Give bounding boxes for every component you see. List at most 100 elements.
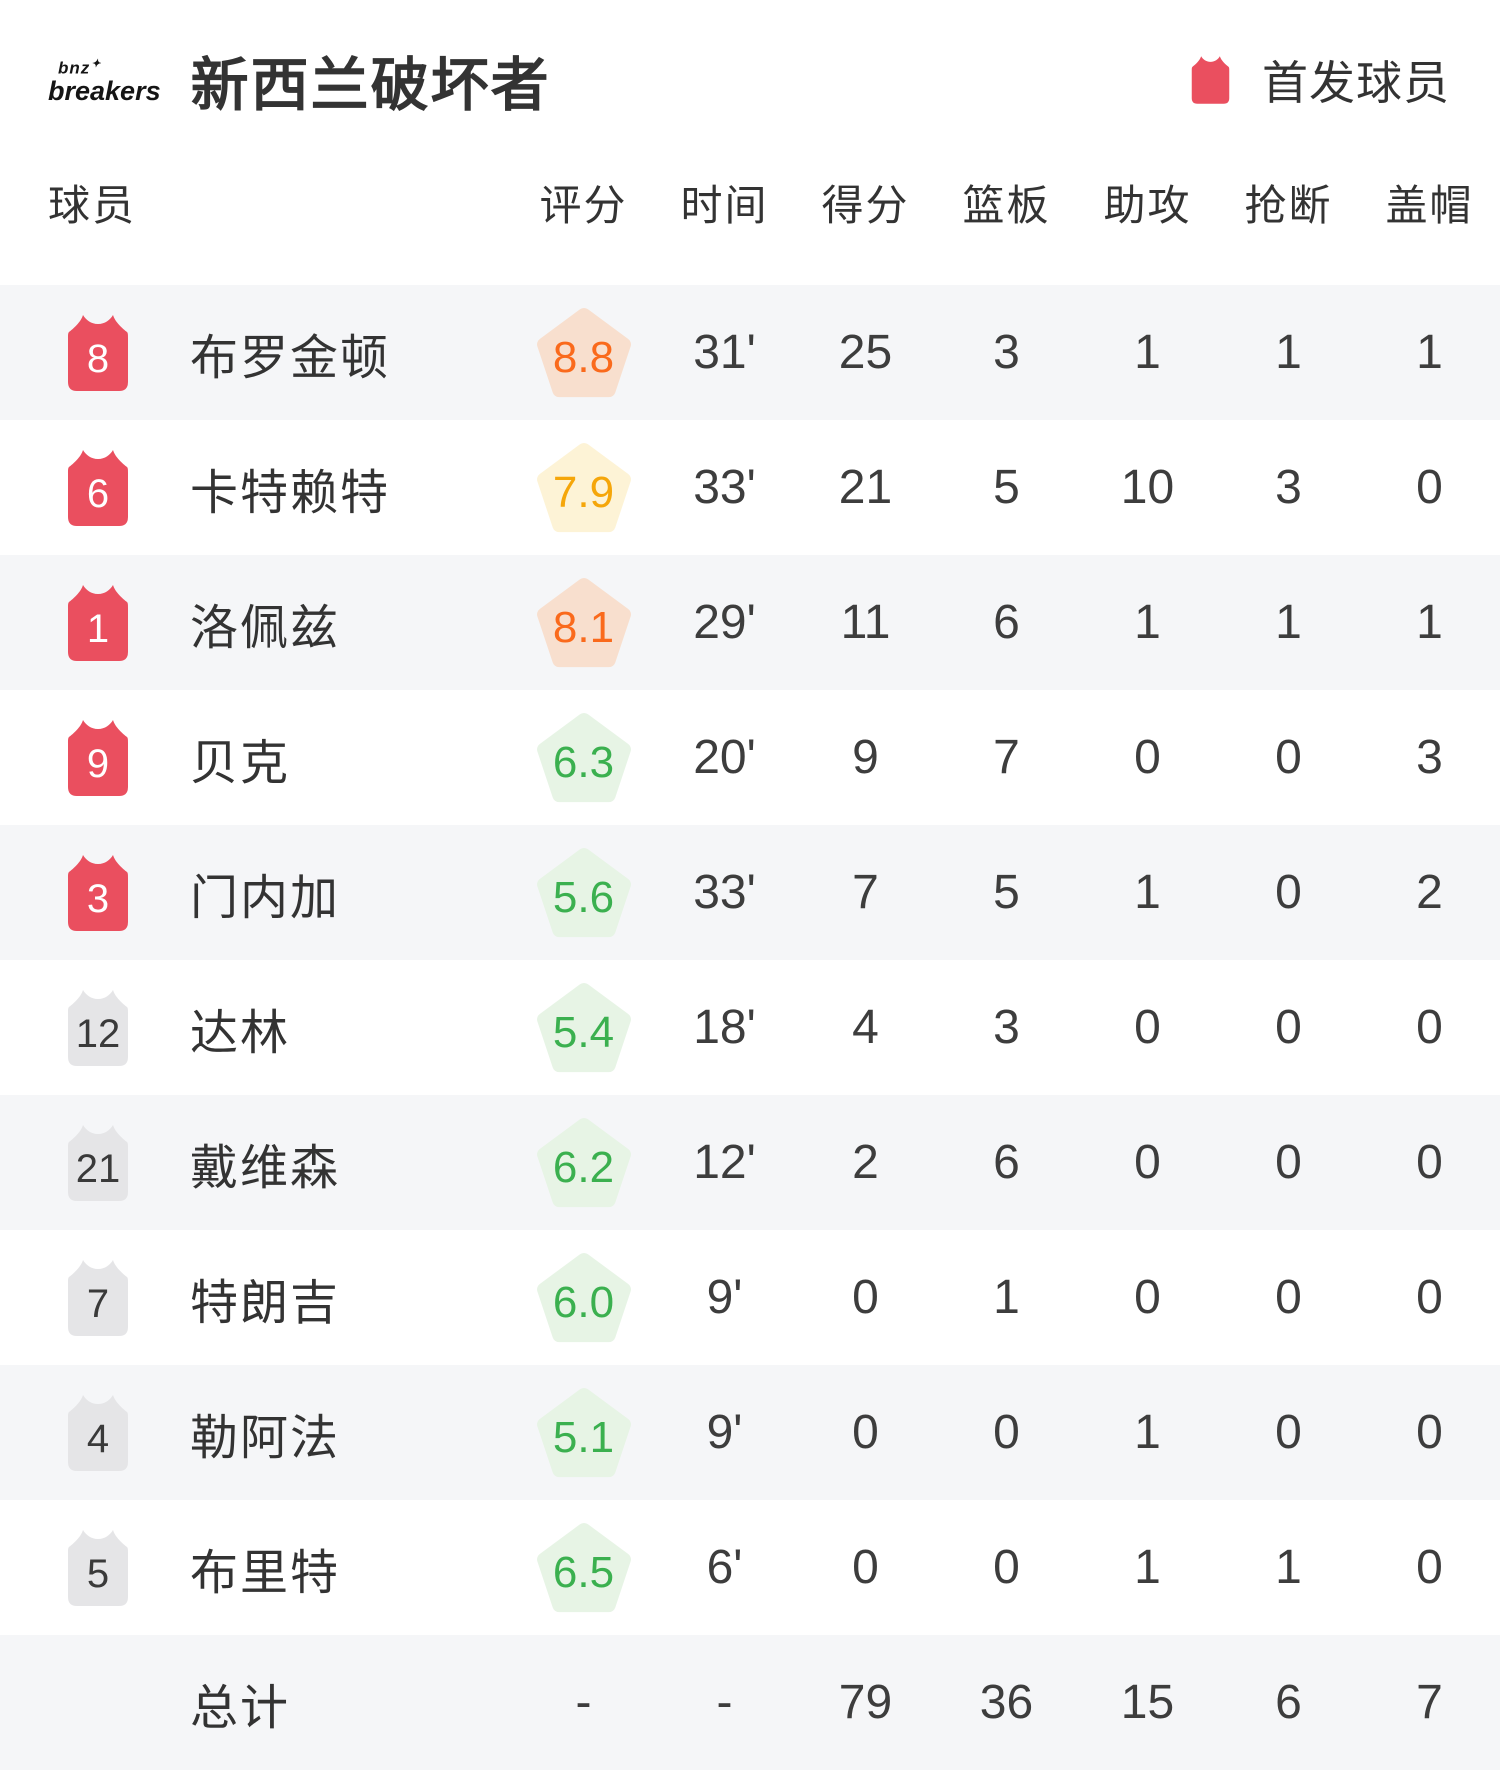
team-header: bnz✦ breakers 新西兰破坏者 首发球员 (0, 0, 1500, 160)
player-name: 洛佩兹 (190, 601, 341, 655)
assists-value: 1 (1134, 866, 1161, 919)
assists-value: 1 (1134, 326, 1161, 379)
player-name: 卡特赖特 (190, 466, 391, 520)
total-steals: 6 (1275, 1676, 1302, 1729)
col-header-blocks: 盖帽 (1385, 182, 1474, 229)
jersey-icon: 9 (62, 718, 134, 798)
rating-value: 6.3 (552, 737, 615, 787)
rating-cell: 6.3 (513, 712, 654, 804)
jersey-number: 4 (86, 1416, 110, 1461)
minutes-value: 18' (693, 1001, 756, 1054)
jersey-icon: 21 (62, 1123, 134, 1203)
assists-value: 1 (1134, 1406, 1161, 1459)
rating-badge: 8.8 (536, 307, 632, 399)
jersey-icon: 7 (62, 1258, 134, 1338)
team-logo: bnz✦ breakers (48, 59, 161, 105)
jersey-icon: 12 (62, 988, 134, 1068)
player-row[interactable]: 12 达林 5.4 18' 4 3 0 0 0 (0, 960, 1500, 1095)
steals-value: 0 (1275, 1406, 1302, 1459)
logo-breakers-text: breakers (48, 75, 161, 106)
assists-value: 0 (1134, 731, 1161, 784)
total-blocks: 7 (1416, 1676, 1443, 1729)
steals-value: 1 (1275, 596, 1302, 649)
steals-value: 0 (1275, 731, 1302, 784)
minutes-value: 33' (693, 866, 756, 919)
player-row[interactable]: 7 特朗吉 6.0 9' 0 1 0 0 0 (0, 1230, 1500, 1365)
player-cell: 6 卡特赖特 (48, 448, 513, 528)
player-name: 布里特 (190, 1546, 341, 1600)
points-value: 7 (852, 866, 879, 919)
player-rows: 8 布罗金顿 8.8 31' 25 3 1 1 1 6 卡特赖特 7.9 (0, 285, 1500, 1635)
total-row: 总计 - - 79 36 15 6 7 (0, 1635, 1500, 1770)
rating-badge: 7.9 (536, 442, 632, 534)
player-cell: 9 贝克 (48, 718, 513, 798)
col-header-steals: 抢断 (1244, 182, 1333, 229)
player-row[interactable]: 21 戴维森 6.2 12' 2 6 0 0 0 (0, 1095, 1500, 1230)
minutes-value: 29' (693, 596, 756, 649)
rating-value: 6.2 (552, 1142, 615, 1192)
logo-bnz-text: bnz✦ (58, 58, 102, 78)
points-value: 11 (840, 596, 891, 649)
rebounds-value: 0 (993, 1406, 1020, 1459)
starter-legend-label: 首发球员 (1262, 57, 1450, 109)
total-label: 总计 (190, 1681, 291, 1735)
blocks-value: 0 (1416, 461, 1443, 514)
player-name: 特朗吉 (190, 1276, 341, 1330)
rating-badge: 5.1 (536, 1387, 632, 1479)
blocks-value: 1 (1416, 596, 1443, 649)
player-cell: 8 布罗金顿 (48, 313, 513, 393)
player-cell: 5 布里特 (48, 1528, 513, 1608)
rebounds-value: 1 (993, 1271, 1020, 1324)
jersey-icon: 6 (62, 448, 134, 528)
jersey-number: 3 (86, 876, 110, 921)
player-cell: 1 洛佩兹 (48, 583, 513, 663)
jersey-number: 6 (86, 471, 110, 516)
col-header-rebounds: 篮板 (962, 182, 1051, 229)
jersey-number: 7 (86, 1281, 110, 1326)
player-row[interactable]: 5 布里特 6.5 6' 0 0 1 1 0 (0, 1500, 1500, 1635)
player-row[interactable]: 3 门内加 5.6 33' 7 5 1 0 2 (0, 825, 1500, 960)
assists-value: 0 (1134, 1271, 1161, 1324)
rating-value: 5.4 (552, 1007, 615, 1057)
jersey-icon: 4 (62, 1393, 134, 1473)
player-row[interactable]: 9 贝克 6.3 20' 9 7 0 0 3 (0, 690, 1500, 825)
rating-value: 5.1 (552, 1412, 615, 1462)
points-value: 0 (852, 1406, 879, 1459)
blocks-value: 0 (1416, 1136, 1443, 1189)
starter-jersey-icon (1191, 56, 1230, 104)
total-points: 79 (838, 1676, 893, 1729)
starter-legend: 首发球员 (1187, 47, 1450, 113)
rating-cell: 6.2 (513, 1117, 654, 1209)
col-header-player: 球员 (48, 182, 137, 229)
jersey-number: 9 (86, 741, 110, 786)
rating-value: 8.8 (552, 332, 615, 382)
total-rebounds: 36 (979, 1676, 1034, 1729)
player-row[interactable]: 6 卡特赖特 7.9 33' 21 5 10 3 0 (0, 420, 1500, 555)
player-row[interactable]: 8 布罗金顿 8.8 31' 25 3 1 1 1 (0, 285, 1500, 420)
team-name-title: 新西兰破坏者 (190, 53, 551, 118)
total-rating: - (575, 1676, 592, 1729)
rebounds-value: 6 (993, 596, 1020, 649)
player-row[interactable]: 4 勒阿法 5.1 9' 0 0 1 0 0 (0, 1365, 1500, 1500)
rating-badge: 6.0 (536, 1252, 632, 1344)
player-cell: 3 门内加 (48, 853, 513, 933)
steals-value: 1 (1275, 326, 1302, 379)
assists-value: 1 (1134, 1541, 1161, 1594)
points-value: 9 (852, 731, 879, 784)
rating-cell: 5.6 (513, 847, 654, 939)
logo-sparkle-icon: ✦ (91, 58, 102, 71)
rating-badge: 6.2 (536, 1117, 632, 1209)
minutes-value: 6' (706, 1541, 743, 1594)
rating-value: 8.1 (552, 602, 615, 652)
assists-value: 10 (1120, 461, 1175, 514)
table-header-row: 球员 评分 时间 得分 篮板 助攻 抢断 盖帽 (0, 160, 1500, 245)
points-value: 25 (838, 326, 893, 379)
player-row[interactable]: 1 洛佩兹 8.1 29' 11 6 1 1 1 (0, 555, 1500, 690)
points-value: 0 (852, 1541, 879, 1594)
player-name: 门内加 (190, 871, 341, 925)
points-value: 2 (852, 1136, 879, 1189)
total-time: - (716, 1676, 733, 1729)
minutes-value: 9' (706, 1271, 743, 1324)
jersey-icon: 1 (62, 583, 134, 663)
